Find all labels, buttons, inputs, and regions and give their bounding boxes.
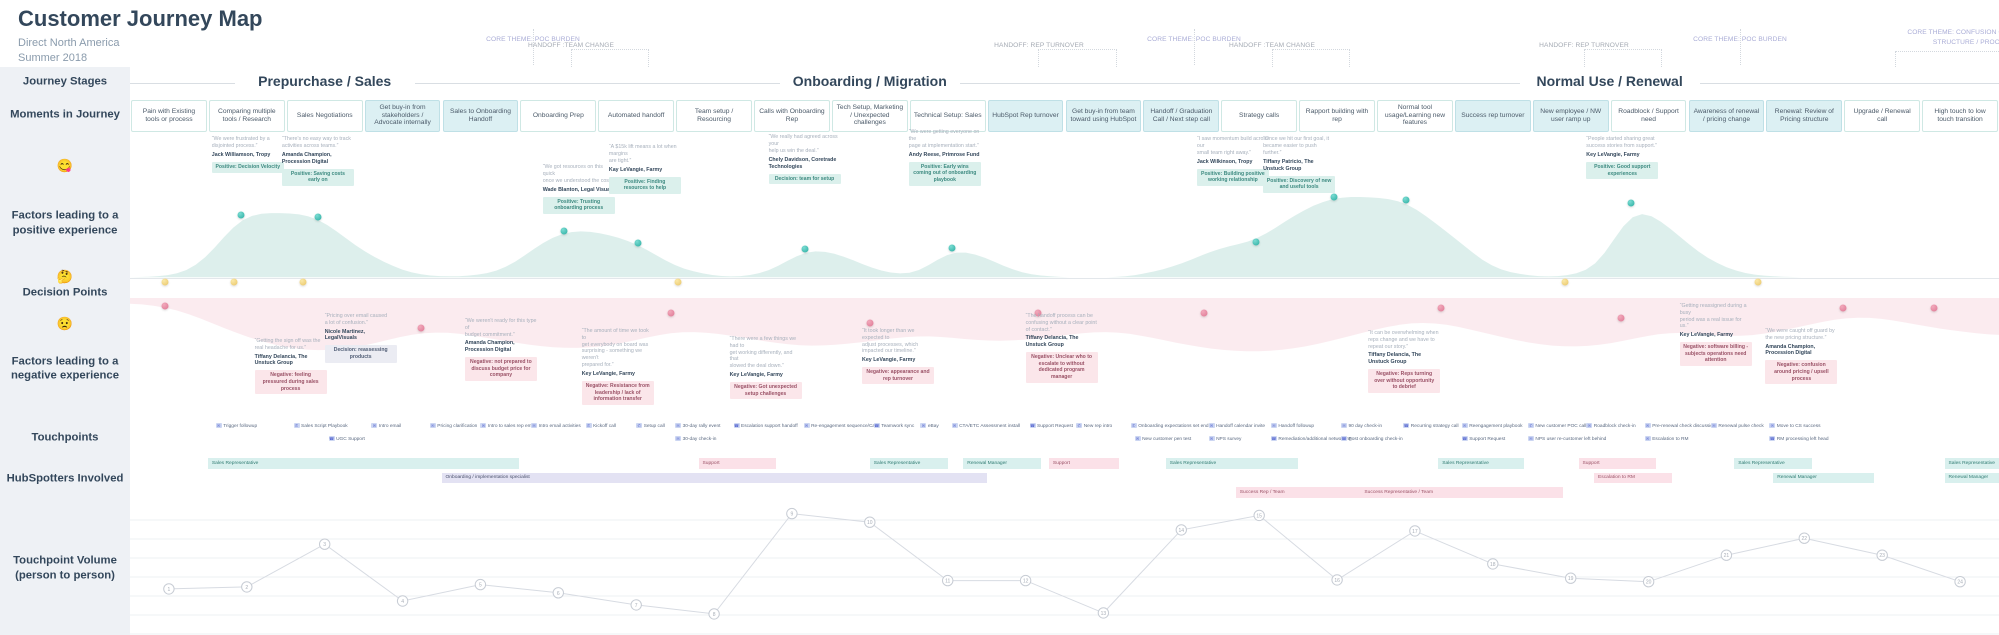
svg-text:18: 18 <box>1490 561 1496 567</box>
svg-text:7: 7 <box>635 602 638 608</box>
svg-text:15: 15 <box>1256 513 1262 519</box>
svg-text:10: 10 <box>867 520 873 526</box>
svg-text:17: 17 <box>1412 528 1418 534</box>
svg-text:9: 9 <box>791 511 794 517</box>
svg-text:23: 23 <box>1879 553 1885 559</box>
svg-text:20: 20 <box>1646 579 1652 585</box>
svg-text:22: 22 <box>1802 536 1808 542</box>
svg-text:13: 13 <box>1101 610 1107 616</box>
svg-text:16: 16 <box>1334 577 1340 583</box>
svg-text:11: 11 <box>945 578 950 584</box>
svg-text:8: 8 <box>713 611 716 617</box>
svg-text:21: 21 <box>1724 553 1730 559</box>
svg-text:2: 2 <box>245 584 248 590</box>
svg-text:24: 24 <box>1957 579 1963 585</box>
svg-text:3: 3 <box>323 542 326 548</box>
svg-text:1: 1 <box>168 586 171 592</box>
svg-text:19: 19 <box>1568 576 1574 582</box>
svg-text:14: 14 <box>1179 527 1185 533</box>
svg-text:12: 12 <box>1023 578 1029 584</box>
svg-text:4: 4 <box>401 599 404 605</box>
svg-text:6: 6 <box>557 590 560 596</box>
svg-text:5: 5 <box>479 582 482 588</box>
